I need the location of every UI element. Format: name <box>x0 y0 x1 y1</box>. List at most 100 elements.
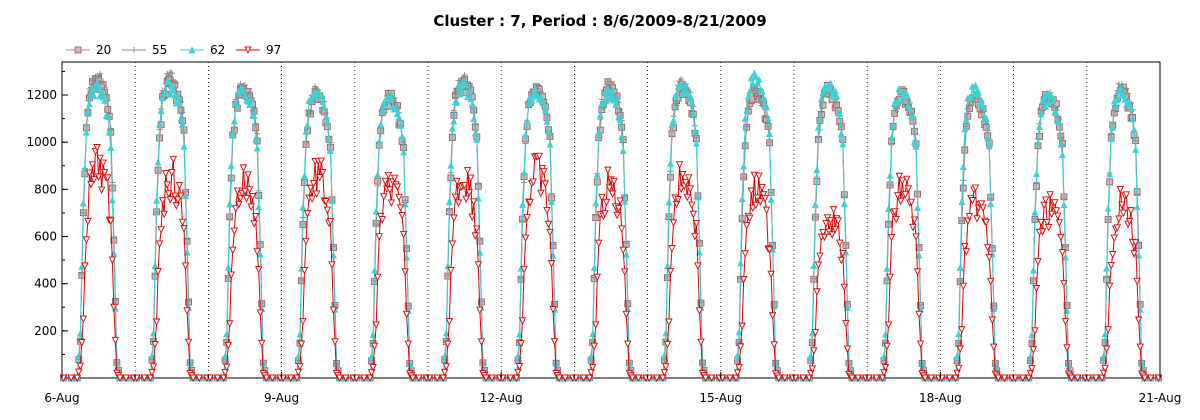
data-point <box>959 162 967 170</box>
y-tick-label: 800 <box>34 182 57 196</box>
data-point <box>982 218 990 227</box>
data-point <box>590 342 598 351</box>
data-point <box>817 95 825 103</box>
data-point <box>741 114 749 122</box>
data-point <box>105 128 113 136</box>
data-point <box>837 130 845 138</box>
data-point <box>526 199 534 207</box>
data-point <box>736 343 745 351</box>
data-point <box>463 166 472 175</box>
data-point <box>775 374 783 383</box>
data-point <box>158 197 167 205</box>
data-point <box>915 251 923 259</box>
data-point <box>512 374 521 383</box>
data-point <box>1141 374 1149 383</box>
data-point <box>315 174 324 182</box>
data-point <box>250 220 258 228</box>
data-point <box>322 198 330 206</box>
data-point <box>322 113 330 121</box>
data-point <box>1052 207 1061 215</box>
data-point <box>979 204 987 212</box>
data-point <box>770 341 778 349</box>
data-point <box>75 352 83 360</box>
data-point <box>398 132 406 140</box>
data-point <box>614 204 623 213</box>
data-point <box>673 90 681 98</box>
data-point <box>227 161 235 169</box>
data-point <box>1036 133 1043 140</box>
data-point <box>235 200 243 209</box>
data-point <box>746 214 754 223</box>
data-point <box>233 102 241 110</box>
data-point <box>399 230 408 239</box>
data-point <box>964 106 971 113</box>
data-point <box>662 363 670 371</box>
data-point <box>1115 87 1123 95</box>
data-point <box>228 177 235 184</box>
data-point <box>666 159 674 167</box>
data-point <box>447 267 455 275</box>
data-point <box>749 204 757 213</box>
data-point <box>519 200 527 208</box>
data-point <box>224 263 232 271</box>
data-point <box>579 374 588 383</box>
data-point <box>166 90 174 98</box>
data-point <box>979 102 987 110</box>
data-point <box>954 364 963 373</box>
data-point <box>808 365 817 373</box>
data-point <box>1046 191 1054 199</box>
data-point <box>605 184 614 193</box>
data-point <box>688 99 696 107</box>
data-point <box>1108 251 1117 259</box>
data-point <box>517 340 525 348</box>
data-point <box>987 199 995 207</box>
data-point <box>628 374 637 383</box>
data-point <box>828 231 836 239</box>
data-point <box>916 340 925 349</box>
data-point <box>1110 234 1118 243</box>
data-point <box>619 147 627 155</box>
data-point <box>223 330 231 338</box>
data-point <box>540 168 548 176</box>
data-point <box>975 88 983 96</box>
y-tick-label: 1200 <box>26 88 57 102</box>
data-point <box>888 133 896 141</box>
data-point <box>543 117 551 125</box>
data-point <box>1101 364 1109 373</box>
data-point <box>319 168 327 177</box>
data-point <box>474 261 483 269</box>
data-point <box>159 94 167 102</box>
data-point <box>246 101 254 109</box>
data-point <box>380 193 388 201</box>
data-point <box>456 90 464 98</box>
data-point <box>482 374 490 383</box>
data-point <box>1029 266 1037 274</box>
data-point <box>398 212 406 220</box>
data-point <box>462 81 470 89</box>
data-point <box>175 99 183 107</box>
legend-label: 97 <box>266 43 281 57</box>
data-point <box>230 227 239 236</box>
data-point <box>522 131 530 139</box>
data-point <box>622 250 630 258</box>
data-point <box>734 351 742 359</box>
data-point <box>971 184 980 192</box>
data-point <box>755 75 763 83</box>
data-point <box>961 143 968 150</box>
data-point <box>163 181 171 189</box>
data-point <box>442 363 451 371</box>
data-point <box>1118 201 1126 210</box>
y-tick-label: 400 <box>34 277 57 291</box>
data-point <box>242 194 251 203</box>
data-point <box>816 252 824 261</box>
data-point <box>461 71 468 78</box>
x-tick-label: 15-Aug <box>699 391 742 405</box>
data-point <box>819 229 827 237</box>
data-point <box>737 259 745 267</box>
data-point <box>154 158 162 166</box>
data-point <box>1147 374 1155 383</box>
data-point <box>893 192 902 200</box>
data-point <box>653 374 661 383</box>
data-point <box>369 331 377 339</box>
data-point <box>448 240 457 248</box>
